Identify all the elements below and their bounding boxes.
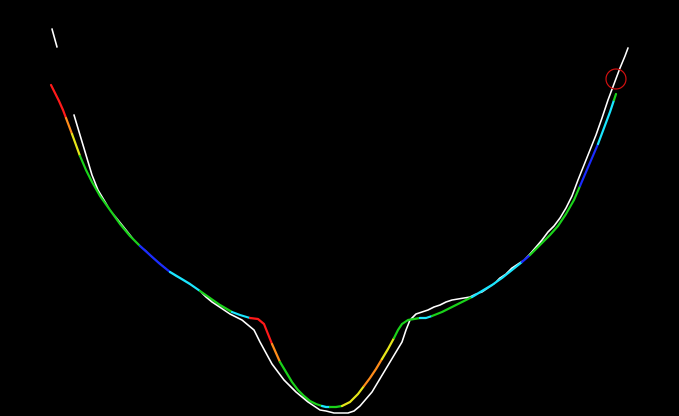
fitted-curve-segment-2 <box>64 116 74 136</box>
fitted-curve-segment-11 <box>278 360 324 408</box>
fitted-curve-segment-14 <box>340 384 366 408</box>
fitted-curve-segment-1 <box>49 83 68 120</box>
fitted-curve-segment-16 <box>380 336 396 361</box>
fitted-curve-segment-6 <box>168 270 202 293</box>
reference-curve <box>73 47 629 414</box>
fitted-curve-segment-23 <box>578 142 600 188</box>
fitted-curve-segment-3 <box>70 132 82 158</box>
fitted-curve-segment-18 <box>418 314 434 320</box>
fitted-curve-segment-22 <box>528 184 582 257</box>
fitted-curve-segment-10 <box>270 342 282 364</box>
reference-curve-group <box>51 28 629 414</box>
fitted-curve-segment-19 <box>430 295 474 318</box>
fitted-curve-segment-21 <box>520 253 532 264</box>
fitted-curve-segment-17 <box>392 316 422 340</box>
fitted-curve-segment-24 <box>596 98 616 146</box>
fitted-curve-segment-4 <box>78 154 142 248</box>
marker-group <box>605 68 627 90</box>
fitted-curve-segment-9 <box>248 316 274 346</box>
fitted-curve-segment-15 <box>362 357 384 388</box>
fitted-curve-segment-20 <box>470 260 524 299</box>
fitted-curve-segment-8 <box>230 310 252 320</box>
fitted-curve-group <box>49 83 618 409</box>
marker-circle <box>605 68 627 90</box>
fitted-curve-segment-5 <box>138 244 172 274</box>
fitted-curve-segment-7 <box>198 289 234 314</box>
fitted-curve-segment-25 <box>612 92 618 102</box>
reference-curve-tick <box>51 28 58 48</box>
fitted-curve-segment-12 <box>320 404 332 409</box>
fitted-curve-segment-13 <box>328 404 344 409</box>
